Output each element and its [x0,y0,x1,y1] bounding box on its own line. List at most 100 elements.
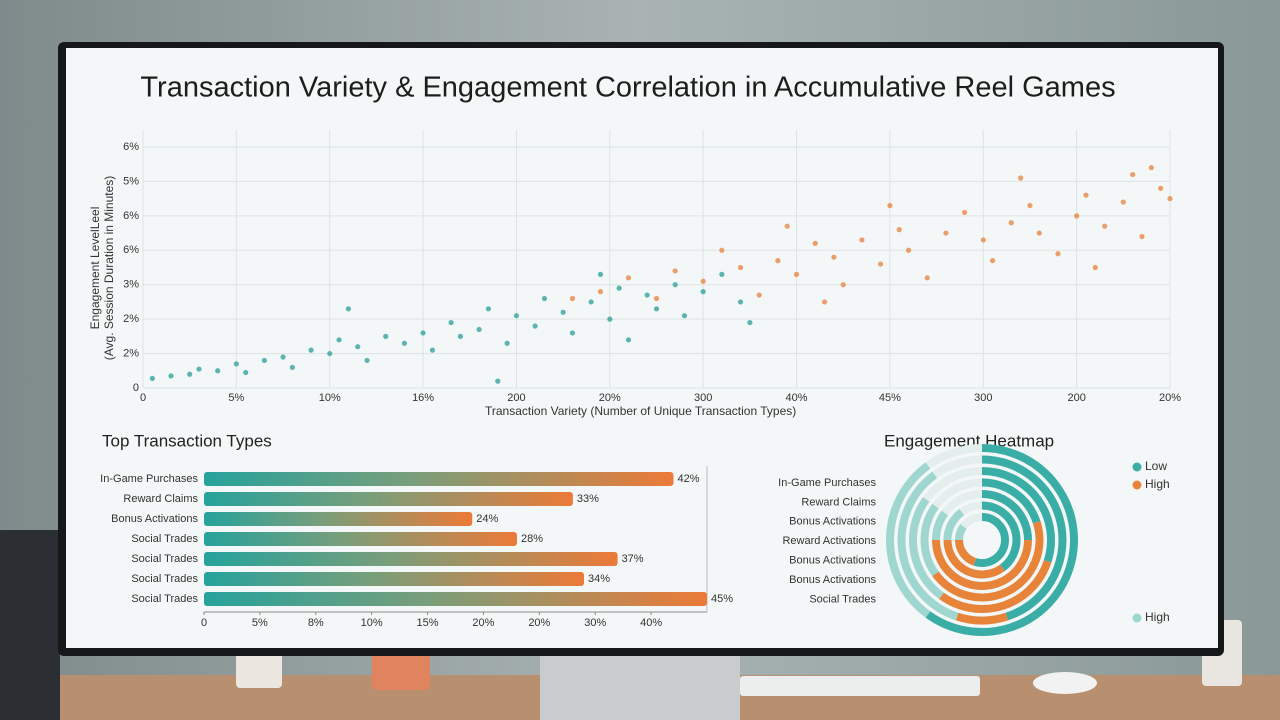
value-label: 37% [622,553,644,565]
ring-segment [981,478,1041,524]
scatter-point [831,254,837,260]
category-label: Reward Activations [782,535,876,547]
scatter-point [168,373,174,379]
scatter-point [924,275,930,281]
scatter-point [859,237,865,243]
x-tick-label: 40% [786,392,808,404]
scatter-point [569,330,576,336]
scatter-point [597,271,604,277]
category-label: Social Trades [809,593,876,605]
scatter-point [1102,223,1108,229]
scatter-point [980,237,986,243]
scatter-point [588,299,594,305]
ring-segment [939,560,1052,613]
legend-label: High [1145,610,1170,624]
scatter-point [616,285,622,291]
category-label: Bonus Activations [111,513,198,525]
chair [0,530,60,720]
category-label: Bonus Activations [789,516,876,528]
scatter-point [700,289,706,295]
category-label: Bonus Activations [789,555,876,567]
legend-swatch [1132,480,1142,490]
category-label: Social Trades [131,533,198,545]
scatter-point [653,306,660,312]
scatter-point [327,350,333,357]
cup [236,650,282,688]
scatter-point [476,326,482,333]
x-tick-label: 45% [879,392,901,404]
monitor-stand [540,655,740,720]
scatter-point [243,369,249,376]
y-axis-label: (Avg. Session Duration in Minutes) [102,176,116,361]
bar [204,532,517,546]
x-tick-label: 200 [1067,392,1085,404]
scatter-point [887,202,893,209]
x-tick-label: 10% [319,392,341,404]
scatter-point [196,366,202,372]
mouse [1033,672,1097,694]
scatter-point [943,230,949,236]
x-tick-label: 0 [140,392,146,404]
y-tick-label: 6% [123,141,139,153]
x-tick-label: 30% [584,617,606,629]
scatter-point [187,371,193,377]
scatter-point [1092,264,1098,271]
scatter-point [1027,202,1033,209]
category-label: Social Trades [131,553,198,565]
ring-segment [920,503,939,577]
legend-label: Low [1145,459,1167,473]
bar [204,492,573,506]
ring-segment [981,455,1067,621]
bar [204,472,674,486]
scatter-point [1167,196,1173,202]
y-tick-label: 2% [123,313,139,325]
scatter-point [812,240,818,246]
value-label: 34% [588,573,610,585]
scatter-point [719,247,725,253]
x-tick-label: 20% [599,392,621,404]
legend-label: High [1145,477,1170,491]
value-label: 45% [711,593,733,605]
scatter-point [905,247,912,253]
scatter-point [784,223,790,229]
scatter-point [1148,165,1154,171]
value-label: 28% [521,533,543,545]
scatter-point [1130,171,1136,178]
y-tick-label: 6% [123,244,139,256]
scatter-point [962,209,968,216]
x-tick-label: 0 [201,617,207,629]
scatter-point [737,264,744,271]
scatter-point [775,258,781,264]
x-tick-label: 20% [472,617,494,629]
x-tick-label: 300 [974,392,992,404]
y-tick-label: 6% [123,210,139,222]
scatter-point [1018,175,1024,181]
x-tick-label: 15% [417,617,439,629]
bar-chart-title: Top Transaction Types [102,431,272,450]
x-tick-label: 20% [528,617,550,629]
scatter-point [289,364,295,370]
x-tick-label: 200 [507,392,525,404]
ring-segment [932,521,1044,602]
y-tick-label: 3% [123,279,139,291]
category-label: Social Trades [131,593,198,605]
scatter-point [569,295,576,302]
bar [204,512,473,526]
scatter-point [560,309,566,315]
category-label: In-Game Purchases [778,477,876,489]
scatter-point [1083,192,1089,198]
scatter-point [345,306,351,312]
category-label: Reward Claims [801,496,876,508]
scatter-point [644,292,650,298]
scatter-point [383,333,389,339]
scatter-point [1036,230,1042,236]
scatter-point [1074,213,1080,219]
pot [372,650,430,690]
scatter-point [513,313,520,319]
scatter-point [1139,233,1145,240]
ring-segment [932,510,949,541]
scatter-point [681,313,688,319]
ring-segment [973,513,1009,567]
x-tick-label: 8% [308,617,324,629]
scatter-point [737,299,744,305]
